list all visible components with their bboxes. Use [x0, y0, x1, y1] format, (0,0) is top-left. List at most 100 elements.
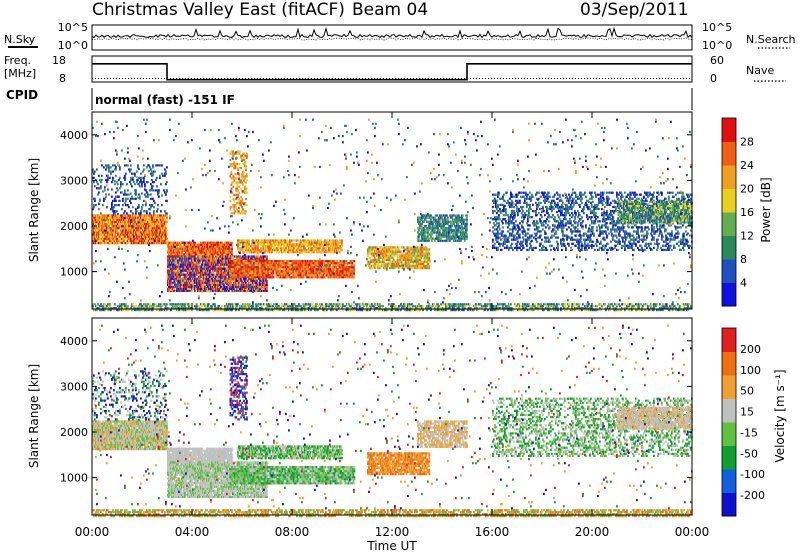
echo-cell	[248, 264, 251, 267]
echo-cell	[415, 267, 418, 270]
echo-cell	[269, 247, 271, 250]
echo-cell	[170, 281, 172, 284]
echo-cell	[182, 271, 184, 274]
echo-cell	[237, 276, 240, 279]
echo-cell	[176, 279, 178, 282]
echo-cell	[112, 199, 114, 202]
echo-cell	[146, 237, 148, 240]
echo-cell	[193, 247, 195, 250]
echo-cell	[98, 231, 100, 234]
echo-cell	[173, 257, 175, 260]
echo-cell	[423, 248, 426, 251]
echo-cell	[193, 263, 195, 266]
echo-cell	[377, 256, 380, 259]
echo-cell	[194, 259, 196, 262]
echo-cell	[134, 172, 136, 175]
echo-cell	[196, 253, 198, 256]
echo-cell	[225, 241, 227, 244]
echo-cell	[404, 260, 407, 263]
echo-cell	[353, 260, 356, 263]
echo-cell	[336, 264, 339, 267]
echo-cell	[181, 261, 183, 264]
station-title: Christmas Valley East (fitACF)	[92, 0, 345, 20]
echo-cell	[227, 271, 229, 274]
echo-cell	[247, 266, 250, 269]
echo-cell	[283, 247, 285, 250]
echo-cell	[180, 257, 182, 260]
echo-cell	[223, 255, 225, 258]
echo-cell	[350, 276, 353, 279]
echo-cell	[153, 237, 155, 240]
echo-cell	[215, 283, 217, 286]
echo-cell	[280, 249, 282, 252]
echo-cell	[391, 256, 394, 259]
echo-cell	[281, 276, 284, 279]
echo-cell	[372, 248, 374, 251]
echo-cell	[134, 197, 136, 200]
echo-cell	[221, 271, 223, 274]
echo-cell	[198, 283, 200, 286]
echo-cell	[307, 266, 310, 269]
echo-cell	[160, 229, 162, 232]
echo-cell	[268, 270, 271, 273]
echo-cell	[219, 255, 221, 258]
echo-cell	[239, 285, 241, 288]
echo-cell	[225, 263, 227, 266]
echo-cell	[255, 283, 257, 286]
echo-cell	[133, 218, 135, 221]
echo-cell	[113, 218, 115, 221]
echo-cell	[383, 250, 386, 253]
echo-cell	[423, 256, 426, 259]
echo-cell	[126, 218, 128, 221]
echo-cell	[231, 262, 234, 265]
echo-cell	[223, 269, 225, 272]
echo-cell	[221, 251, 223, 254]
echo-cell	[339, 274, 342, 277]
echo-cell	[134, 183, 136, 186]
echo-cell	[263, 283, 265, 286]
echo-cell	[104, 233, 106, 236]
echo-cell	[118, 199, 120, 202]
echo-cell	[205, 273, 207, 276]
echo-cell	[256, 270, 259, 273]
echo-cell	[330, 272, 333, 275]
echo-cell	[218, 261, 220, 264]
echo-cell	[352, 264, 355, 267]
echo-cell	[111, 242, 113, 245]
echo-cell	[178, 275, 180, 278]
echo-cell	[162, 237, 164, 240]
echo-cell	[123, 233, 125, 236]
echo-cell	[225, 275, 227, 278]
echo-cell	[264, 268, 267, 271]
echo-cell	[261, 264, 264, 267]
echo-cell	[247, 249, 249, 252]
echo-cell	[128, 237, 130, 240]
echo-cell	[225, 277, 227, 280]
echo-cell	[300, 266, 303, 269]
echo-cell	[125, 220, 127, 223]
echo-cell	[93, 206, 95, 209]
echo-cell	[179, 241, 181, 244]
echo-cell	[251, 245, 253, 248]
echo-cell	[333, 268, 336, 271]
echo-cell	[115, 227, 117, 230]
echo-cell	[96, 181, 98, 184]
echo-cell	[206, 247, 208, 250]
echo-cell	[142, 233, 144, 236]
echo-cell	[123, 212, 125, 215]
echo-cell	[367, 254, 369, 257]
echo-cell	[92, 231, 94, 234]
echo-cell	[165, 237, 167, 240]
echo-cell	[167, 271, 169, 274]
echo-cell	[338, 266, 341, 269]
echo-cell	[420, 250, 423, 253]
echo-cell	[349, 272, 352, 275]
echo-cell	[110, 214, 112, 217]
echo-cell	[327, 243, 329, 246]
echo-cell	[168, 255, 170, 258]
echo-cell	[220, 245, 222, 248]
echo-cell	[95, 218, 97, 221]
echo-cell	[184, 245, 186, 248]
echo-cell	[245, 257, 247, 260]
echo-cell	[209, 283, 211, 286]
